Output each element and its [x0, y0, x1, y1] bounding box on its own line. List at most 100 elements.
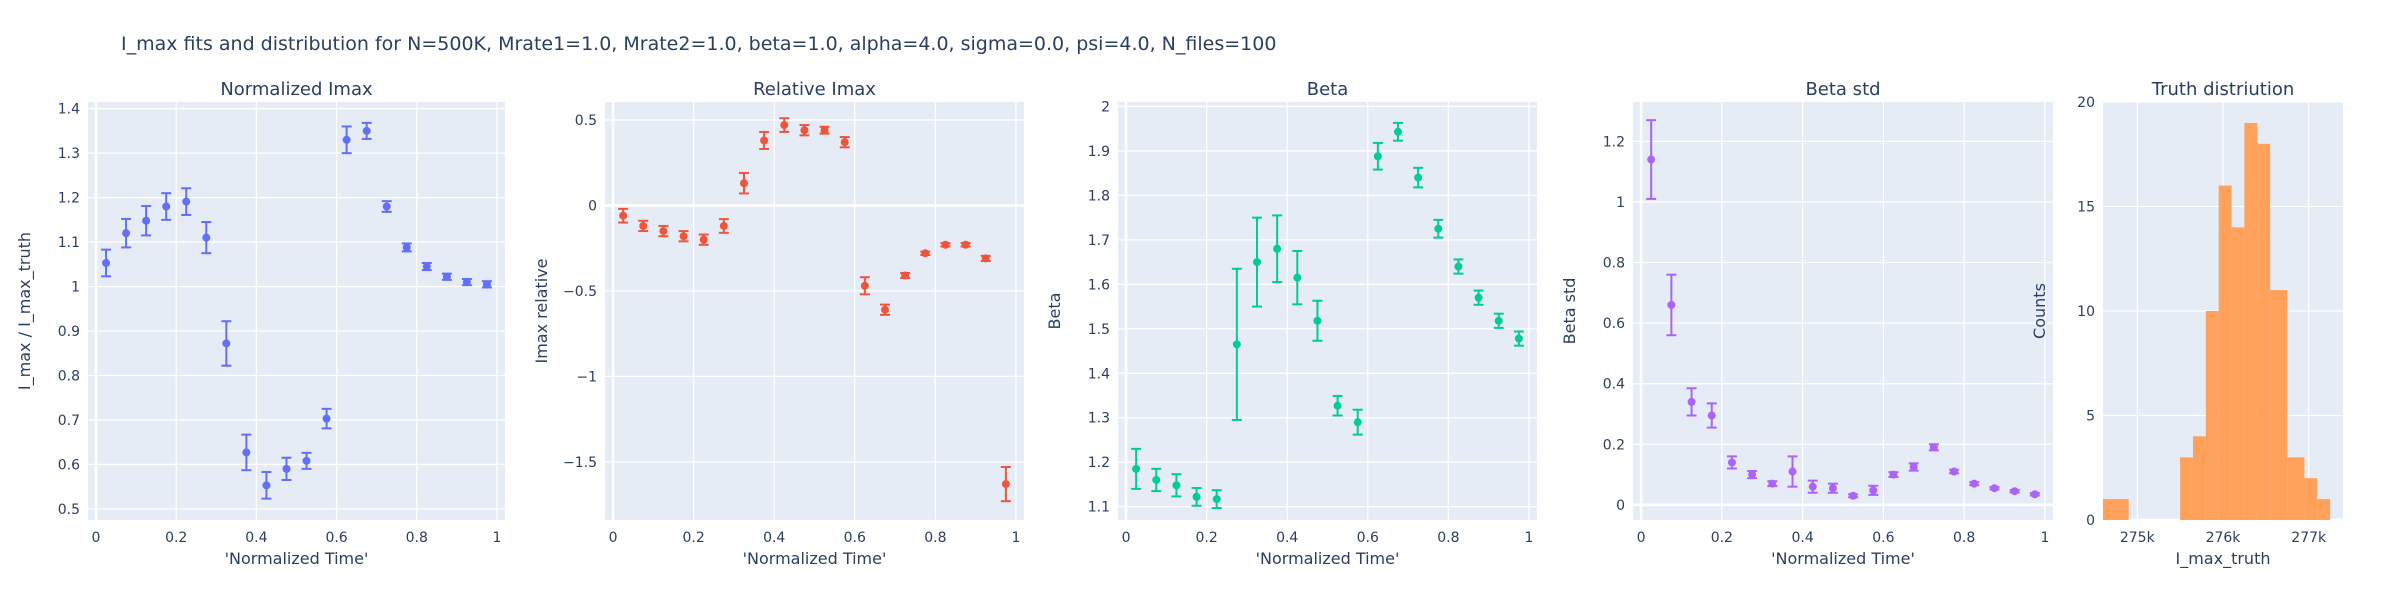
data-point [1514, 334, 1523, 343]
data-point [1232, 340, 1241, 349]
x-axis-label: 'Normalized Time' [1256, 549, 1400, 568]
x-tick-label: 1 [2040, 530, 2049, 546]
data-point [1192, 492, 1201, 501]
x-tick-label: 276k [2206, 530, 2242, 546]
y-tick-label: 1.4 [1088, 366, 1110, 382]
histogram-bar [2111, 499, 2129, 520]
plot-background [1633, 102, 2053, 520]
x-tick-label: 0.2 [1711, 530, 1733, 546]
x-tick-label: 0.8 [1953, 530, 1975, 546]
data-point [1687, 397, 1696, 406]
data-point [1172, 481, 1181, 490]
histogram-bar [2287, 457, 2305, 520]
histogram-bar [2244, 122, 2258, 521]
data-point [921, 249, 930, 258]
x-axis-label: 'Normalized Time' [225, 549, 369, 568]
panel-title: Beta [1307, 79, 1349, 100]
histogram-bar [2270, 290, 2288, 520]
data-point [800, 126, 809, 135]
x-tick-label: 0.8 [406, 530, 428, 546]
panel-title: Beta std [1805, 79, 1880, 100]
histogram-bar [2317, 499, 2331, 520]
x-tick-label: 0.6 [1357, 530, 1379, 546]
data-point [1950, 467, 1959, 476]
data-point [619, 211, 628, 220]
y-tick-label: 0 [2086, 513, 2095, 529]
x-tick-label: 0.6 [1872, 530, 1894, 546]
figure-title: I_max fits and distribution for N=500K, … [121, 33, 1276, 55]
panel-5: 275k 276k 277k 0 5 10 15 20 Truth distriution I_m… [2030, 79, 2343, 569]
data-point [1647, 155, 1656, 164]
data-point [780, 121, 789, 130]
data-point [1990, 484, 1999, 493]
data-point [1434, 224, 1443, 233]
y-tick-label: 10 [2077, 304, 2095, 320]
y-tick-label: 1.3 [58, 146, 80, 162]
data-point [719, 221, 728, 230]
y-tick-label: 0.6 [1603, 316, 1625, 332]
y-tick-label: 1.5 [1088, 322, 1110, 338]
y-tick-label: 0.6 [58, 457, 80, 473]
panel-4: 0 0.2 0.4 0.6 0.8 1 0 0.2 0.4 0.6 0.8 1 1.2 Beta std '… [1560, 79, 2053, 568]
y-tick-label: 0.8 [58, 368, 80, 384]
data-point [462, 278, 471, 287]
y-tick-label: 1.2 [58, 191, 80, 207]
y-tick-label: 1.6 [1088, 277, 1110, 293]
data-point [1273, 244, 1282, 253]
histogram-bar [2180, 457, 2193, 520]
y-tick-label: 1.9 [1088, 144, 1110, 160]
plot-background [1118, 102, 1537, 520]
y-tick-label: 1.2 [1603, 134, 1625, 150]
x-tick-label: 0.4 [1276, 530, 1298, 546]
data-point [142, 216, 151, 225]
y-tick-label: −1 [576, 369, 597, 385]
data-point [222, 339, 231, 348]
data-point [1313, 316, 1322, 325]
panel-title: Truth distriution [2151, 79, 2295, 100]
data-point [282, 464, 291, 473]
data-point [1373, 152, 1382, 161]
data-point [242, 448, 251, 457]
y-axis-label: Counts [2030, 283, 2049, 339]
data-point [639, 221, 648, 230]
data-point [1748, 470, 1757, 479]
histogram-bar [2103, 499, 2112, 520]
data-point [1333, 401, 1342, 410]
data-point [1252, 258, 1261, 267]
data-point [2030, 490, 2039, 499]
data-point [1788, 467, 1797, 476]
data-point [1727, 458, 1736, 467]
x-tick-label: 0.4 [763, 530, 785, 546]
data-point [1909, 462, 1918, 471]
x-tick-label: 0.2 [165, 530, 187, 546]
data-point [1970, 479, 1979, 488]
data-point [981, 254, 990, 263]
data-point [961, 240, 970, 249]
data-point [1293, 273, 1302, 282]
panel-2: 0 0.2 0.4 0.6 0.8 1 −1.5 −1 −0.5 0 0.5 Relative Ima… [532, 79, 1024, 568]
data-point [860, 281, 869, 290]
y-tick-label: −1.5 [563, 455, 597, 471]
x-axis-label: 'Normalized Time' [743, 549, 887, 568]
data-point [402, 243, 411, 252]
x-tick-label: 0.8 [1437, 530, 1459, 546]
data-point [901, 271, 910, 280]
data-point [760, 136, 769, 145]
data-point [322, 414, 331, 423]
data-point [182, 197, 191, 206]
x-axis-label: 'Normalized Time' [1771, 549, 1915, 568]
y-tick-label: 5 [2086, 409, 2095, 425]
y-tick-label: 0.5 [575, 113, 597, 129]
data-point [1394, 127, 1403, 136]
x-tick-label: 277k [2291, 530, 2327, 546]
y-tick-label: 0.8 [1603, 256, 1625, 272]
panel-title: Relative Imax [753, 79, 876, 100]
data-point [1212, 495, 1221, 504]
data-point [362, 126, 371, 135]
histogram-bar [2218, 185, 2232, 520]
data-point [941, 240, 950, 249]
x-tick-label: 1 [1524, 530, 1533, 546]
y-tick-label: 0.4 [1603, 377, 1625, 393]
data-point [820, 126, 829, 135]
data-point [1828, 484, 1837, 493]
